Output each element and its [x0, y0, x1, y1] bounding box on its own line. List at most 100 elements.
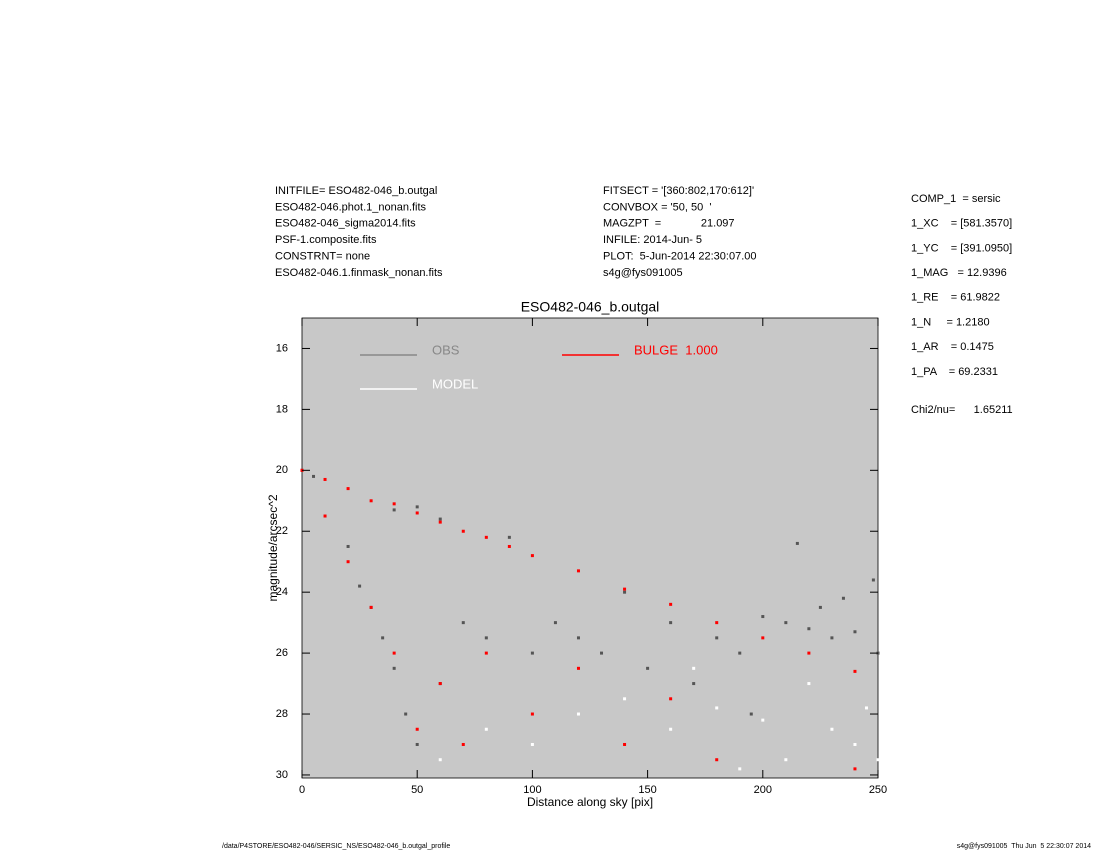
data-point	[623, 742, 627, 746]
data-point	[623, 697, 627, 701]
chart-title: ESO482-046_b.outgal	[521, 299, 660, 315]
data-point	[853, 742, 857, 746]
fit-parameter: 1_PA = 69.2331	[911, 366, 998, 378]
header-line: s4g@fys091005	[603, 267, 683, 279]
data-point	[530, 742, 534, 746]
y-tick-label: 22	[276, 525, 288, 537]
data-point	[841, 596, 845, 600]
x-tick-label: 200	[754, 784, 772, 796]
fit-parameter: COMP_1 = sersic	[911, 193, 1001, 205]
data-point	[807, 627, 811, 631]
data-point	[761, 615, 765, 619]
y-tick-label: 16	[276, 342, 288, 354]
data-point	[853, 630, 857, 634]
header-line: PLOT: 5-Jun-2014 22:30:07.00	[603, 251, 757, 263]
data-point	[438, 758, 442, 762]
data-point	[530, 712, 534, 716]
x-tick-label: 150	[638, 784, 656, 796]
data-point	[807, 682, 811, 686]
data-point	[392, 508, 396, 512]
data-point	[715, 636, 719, 640]
y-axis-label: magnitude/arcsec^2	[266, 494, 280, 601]
data-point	[415, 727, 419, 731]
data-point	[484, 651, 488, 655]
data-point	[715, 758, 719, 762]
data-point	[738, 767, 742, 771]
data-point	[738, 651, 742, 655]
data-point	[853, 767, 857, 771]
data-point	[484, 636, 488, 640]
fit-parameter: 1_N = 1.2180	[911, 316, 990, 328]
data-point	[381, 636, 385, 640]
data-point	[392, 651, 396, 655]
data-point	[415, 511, 419, 515]
data-point	[692, 682, 696, 686]
data-point	[576, 666, 580, 670]
data-point	[346, 560, 350, 564]
data-point	[749, 712, 753, 716]
data-point	[876, 758, 880, 762]
data-point	[576, 712, 580, 716]
data-point	[461, 529, 465, 533]
x-tick-label: 250	[869, 784, 887, 796]
data-point	[830, 636, 834, 640]
plot-area	[301, 317, 879, 779]
data-point	[623, 587, 627, 591]
x-tick-label: 100	[523, 784, 541, 796]
header-line: ESO482-046.phot.1_nonan.fits	[275, 201, 427, 213]
fit-parameter: 1_YC = [391.0950]	[911, 242, 1012, 254]
data-point	[530, 651, 534, 655]
x-axis-label: Distance along sky [pix]	[527, 795, 653, 809]
data-point	[669, 602, 673, 606]
data-point	[358, 584, 362, 588]
data-point	[404, 712, 408, 716]
data-point	[553, 621, 557, 625]
header-line: FITSECT = '[360:802,170:612]'	[603, 185, 754, 197]
fit-parameter: 1_RE = 61.9822	[911, 292, 1000, 304]
data-point	[669, 727, 673, 731]
data-point	[415, 742, 419, 746]
data-point	[807, 651, 811, 655]
data-point	[669, 621, 673, 625]
footer-path: /data/P4STORE/ESO482-046/SERSIC_NS/ESO48…	[222, 843, 450, 850]
fit-parameter: 1_MAG = 12.9396	[911, 267, 1007, 279]
data-point	[438, 520, 442, 524]
data-point	[369, 605, 373, 609]
y-tick-label: 24	[276, 586, 288, 598]
y-tick-label: 20	[276, 464, 288, 476]
data-point	[461, 621, 465, 625]
legend-label: OBS	[432, 342, 460, 357]
data-point	[692, 666, 696, 670]
data-point	[600, 651, 604, 655]
y-tick-label: 18	[276, 403, 288, 415]
data-point	[323, 477, 327, 481]
y-tick-label: 28	[276, 708, 288, 720]
data-point	[784, 621, 788, 625]
data-point	[646, 666, 650, 670]
fit-parameter: 1_XC = [581.3570]	[911, 218, 1012, 230]
data-point	[830, 727, 834, 731]
header-line: MAGZPT = 21.097	[603, 218, 735, 230]
data-point	[461, 742, 465, 746]
data-point	[715, 621, 719, 625]
x-tick-label: 0	[299, 784, 305, 796]
data-point	[669, 697, 673, 701]
data-point	[415, 505, 419, 509]
data-point	[784, 758, 788, 762]
data-point	[853, 669, 857, 673]
fit-parameter: Chi2/nu= 1.65211	[911, 404, 1013, 416]
footer-stamp: s4g@fys091005 Thu Jun 5 22:30:07 2014	[957, 843, 1091, 850]
data-point	[864, 706, 868, 710]
y-tick-label: 30	[276, 769, 288, 781]
x-tick-label: 50	[411, 784, 423, 796]
data-point	[392, 502, 396, 506]
data-point	[576, 569, 580, 573]
data-point	[761, 636, 765, 640]
data-point	[530, 554, 534, 558]
data-point	[623, 590, 627, 594]
data-point	[369, 499, 373, 503]
header-line: ESO482-046.1.finmask_nonan.fits	[275, 267, 443, 279]
data-point	[392, 666, 396, 670]
data-point	[761, 718, 765, 722]
